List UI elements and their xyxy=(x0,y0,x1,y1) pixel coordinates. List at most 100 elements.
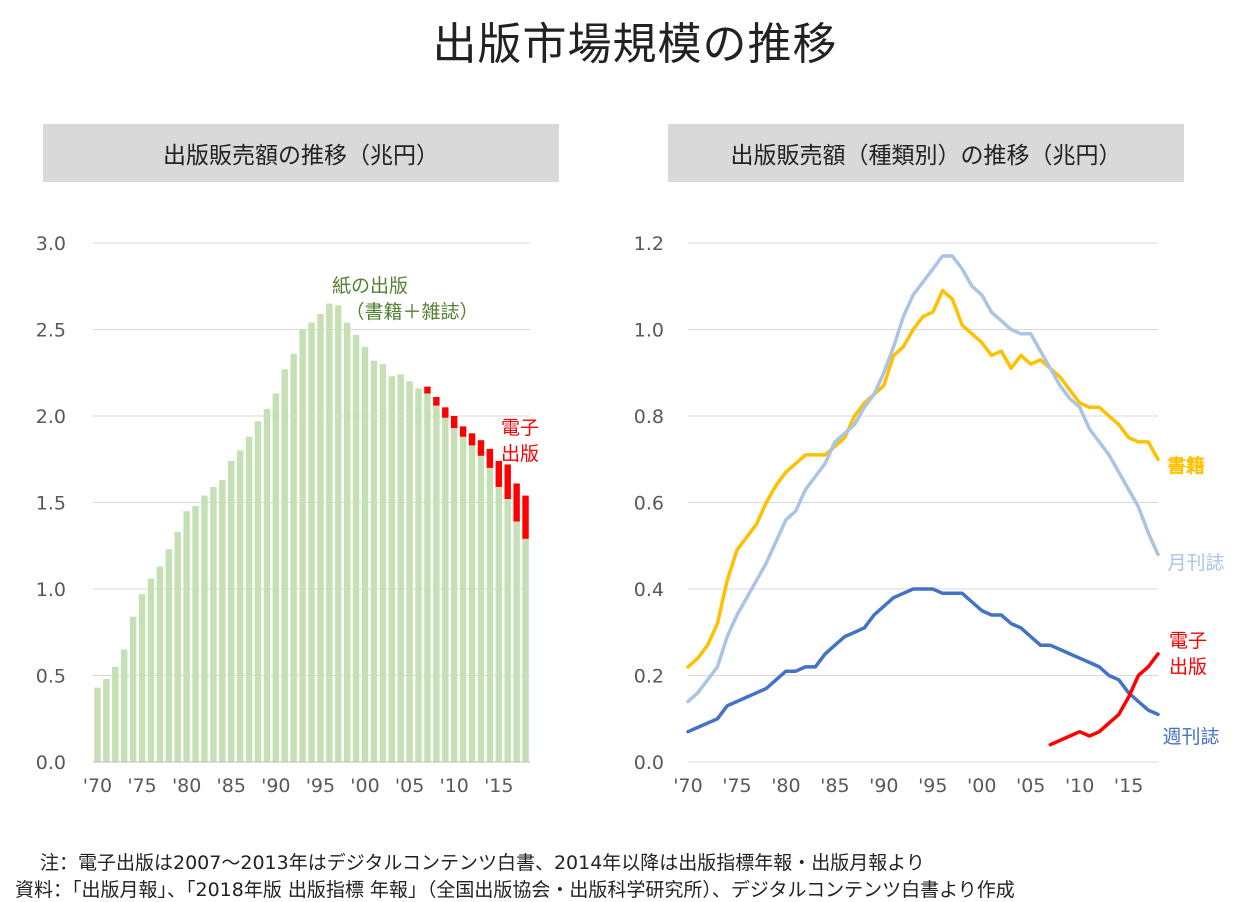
paper-sales-bar xyxy=(183,511,190,762)
paper-sales-bar xyxy=(450,428,458,762)
paper-sales-bar xyxy=(192,505,199,762)
page-title: 出版市場規模の推移 xyxy=(432,19,838,70)
digital-sales-bar xyxy=(450,416,458,429)
paper-sales-bar xyxy=(424,393,431,762)
paper-sales-bar xyxy=(201,495,208,762)
paper-sales-bar xyxy=(281,369,288,762)
right-y-tick-label: 1.2 xyxy=(634,233,664,255)
line-series-label-line: 電子 xyxy=(1169,630,1207,652)
paper-sales-bar xyxy=(513,521,520,762)
paper-sales-bar xyxy=(406,381,413,762)
right-x-tick-label: '10 xyxy=(1065,775,1094,797)
source-note: 資料：「出版月報」、「2018年版 出版指標 年報」（全国出版協会・出版科学研究… xyxy=(15,879,1015,901)
paper-sales-bar xyxy=(245,436,253,762)
left-x-tick-label: '10 xyxy=(439,775,468,797)
paper-sales-bar xyxy=(263,409,271,762)
line-series-label-line: 月刊誌 xyxy=(1167,552,1224,574)
right-y-tick-label: 0.2 xyxy=(634,666,664,688)
right-x-tick-label: '80 xyxy=(771,775,800,797)
paper-sales-bar xyxy=(236,450,244,762)
paper-sales-bar xyxy=(156,566,164,762)
digital-sales-bar xyxy=(468,433,476,446)
right-x-tick-label: '00 xyxy=(967,775,996,797)
paper-sales-bar xyxy=(210,486,217,762)
paper-sales-bar xyxy=(272,393,280,762)
paper-sales-bar xyxy=(477,455,485,762)
line-series-label-weekly: 週刊誌 xyxy=(1162,726,1219,748)
right-y-tick-label: 1.0 xyxy=(634,320,664,342)
left-y-tick-label: 0.5 xyxy=(36,666,66,688)
sales-by-type-line-chart: 0.0 0.2 0.4 0.6 0.8 1.0 1.2 '70 '75 '80 '85 '90 '95 '… xyxy=(634,233,1225,797)
left-x-tick-label: '05 xyxy=(395,775,424,797)
paper-sales-bar xyxy=(522,538,529,762)
digital-series-label-line: 電子 xyxy=(501,417,539,439)
paper-sales-bar xyxy=(468,445,476,762)
left-x-tick-label: '90 xyxy=(261,775,290,797)
paper-sales-bar xyxy=(317,313,324,762)
paper-sales-bar xyxy=(147,578,155,762)
digital-sales-bar xyxy=(513,483,520,522)
right-x-tick-label: '95 xyxy=(918,775,947,797)
right-x-tick-label: '85 xyxy=(820,775,849,797)
paper-sales-bar xyxy=(103,678,110,762)
right-x-tick-label: '75 xyxy=(722,775,751,797)
left-x-tick-label: '80 xyxy=(172,775,201,797)
right-y-tick-label: 0.6 xyxy=(634,493,664,515)
digital-sales-bar xyxy=(486,448,494,468)
left-y-tick-label: 1.5 xyxy=(36,493,66,515)
left-x-tick-label: '70 xyxy=(83,775,112,797)
paper-series-label-line: （書籍＋雑誌） xyxy=(345,301,478,323)
paper-sales-bar xyxy=(433,405,440,762)
paper-series-label: 紙の出版 （書籍＋雑誌） xyxy=(332,275,479,323)
paper-sales-bar xyxy=(343,322,351,762)
paper-sales-bar xyxy=(228,460,235,762)
paper-sales-bar xyxy=(370,360,378,762)
paper-sales-bar xyxy=(121,649,128,762)
digital-sales-bar xyxy=(424,386,431,394)
line-series-digital_line xyxy=(1048,652,1160,747)
line-series-label-monthly: 月刊誌 xyxy=(1167,552,1224,574)
left-x-tick-label: '00 xyxy=(350,775,379,797)
left-chart-title: 出版販売額の推移（兆円） xyxy=(43,124,559,182)
paper-sales-bar xyxy=(219,480,226,762)
digital-sales-bar xyxy=(477,440,485,456)
digital-sales-bar xyxy=(495,460,502,487)
line-series-label-books: 書籍 xyxy=(1167,454,1205,477)
sales-bar-chart: 0.0 0.5 1.0 1.5 2.0 2.5 3.0 '70 '75 '80 '85 '90 '95 '… xyxy=(36,233,539,797)
right-x-tick-label: '70 xyxy=(673,775,702,797)
line-series-label-line: 書籍 xyxy=(1167,454,1205,477)
paper-sales-bar xyxy=(112,666,119,762)
digital-sales-bar xyxy=(504,464,511,500)
paper-sales-bar xyxy=(94,687,101,762)
left-y-tick-label: 3.0 xyxy=(36,233,66,255)
paper-sales-bar xyxy=(388,376,395,762)
paper-sales-bar xyxy=(129,616,137,762)
digital-sales-bar xyxy=(433,396,440,406)
paper-sales-bar xyxy=(459,436,467,762)
left-x-tick-label: '95 xyxy=(306,775,335,797)
right-chart-title: 出版販売額（種類別）の推移（兆円） xyxy=(668,124,1184,182)
line-series-label-line: 出版 xyxy=(1169,656,1207,678)
digital-sales-bar xyxy=(522,495,529,539)
paper-sales-bar xyxy=(308,322,315,762)
footnote: 注：電子出版は2007～2013年はデジタルコンテンツ白書、2014年以降は出版… xyxy=(40,852,925,874)
digital-series-label: 電子出版 xyxy=(501,417,539,465)
right-x-tick-label: '05 xyxy=(1016,775,1045,797)
paper-sales-bar xyxy=(174,531,181,762)
line-series-weekly xyxy=(686,587,1160,734)
line-series-label-line: 週刊誌 xyxy=(1162,726,1219,748)
paper-sales-bar xyxy=(415,388,422,762)
paper-sales-bar xyxy=(379,364,387,762)
left-y-tick-label: 0.0 xyxy=(36,752,66,774)
left-x-tick-label: '15 xyxy=(484,775,513,797)
paper-sales-bar xyxy=(495,486,502,762)
right-x-tick-label: '90 xyxy=(869,775,898,797)
paper-sales-bar xyxy=(361,346,369,762)
paper-sales-bar xyxy=(299,329,306,762)
left-x-tick-label: '85 xyxy=(217,775,246,797)
left-y-tick-label: 2.5 xyxy=(36,320,66,342)
right-y-tick-label: 0.0 xyxy=(634,752,664,774)
left-y-tick-label: 1.0 xyxy=(36,579,66,601)
left-y-tick-label: 2.0 xyxy=(36,406,66,428)
